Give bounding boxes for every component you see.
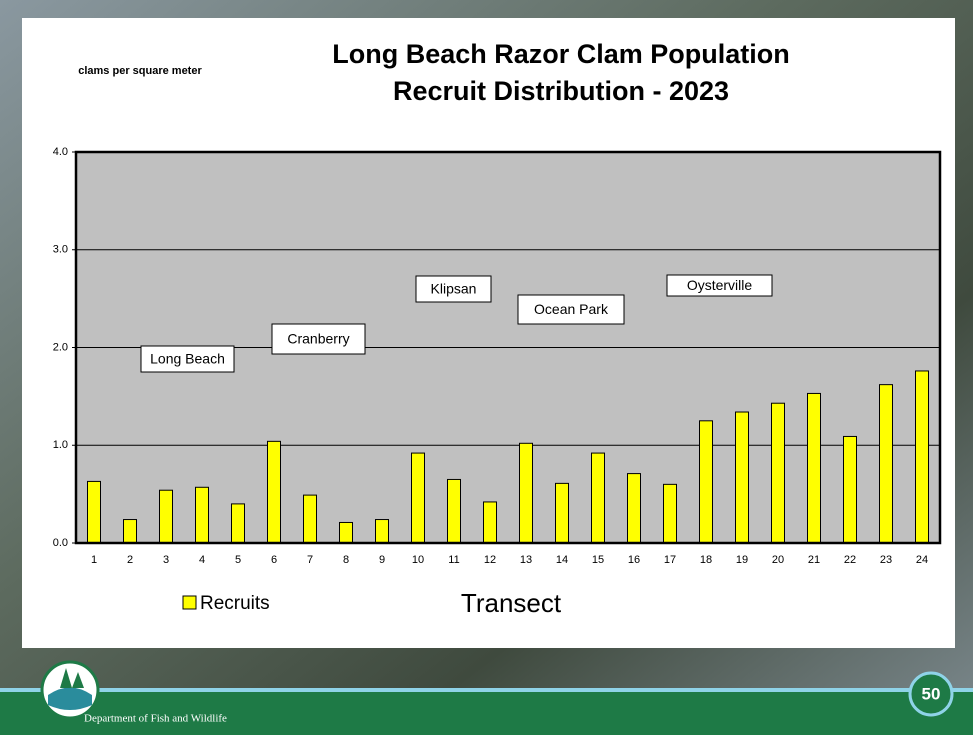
y-axis-title: clams per square meter — [78, 65, 202, 77]
x-axis-title: Transect — [461, 588, 562, 618]
x-tick-label: 16 — [628, 554, 640, 566]
x-tick-label: 22 — [844, 554, 856, 566]
x-tick-label: 7 — [307, 554, 313, 566]
bar — [231, 503, 245, 544]
x-tick-label: 17 — [664, 554, 676, 566]
bar — [519, 442, 533, 544]
annotation-box — [271, 323, 366, 355]
bar — [375, 519, 389, 544]
x-tick-label: 3 — [163, 554, 169, 566]
x-tick-label: 13 — [520, 554, 532, 566]
x-tick-label: 18 — [700, 554, 712, 566]
bar — [771, 402, 785, 544]
legend-swatch — [182, 595, 197, 610]
x-tick-label: 11 — [448, 554, 459, 566]
annotation-box — [415, 275, 492, 303]
annotation-box — [666, 274, 773, 297]
page-badge — [908, 671, 954, 717]
x-tick-label: 19 — [736, 554, 748, 566]
y-tick-label: 3.0 — [53, 244, 68, 256]
x-tick-label: 5 — [235, 554, 241, 566]
annotation-box — [517, 294, 625, 325]
chart-title: Long Beach Razor Clam Population — [332, 39, 790, 69]
bar — [591, 452, 605, 544]
y-tick-label: 4.0 — [53, 146, 68, 158]
bar — [447, 478, 461, 544]
bar — [627, 473, 641, 544]
x-tick-label: 1 — [91, 554, 97, 566]
x-tick-label: 15 — [592, 554, 604, 566]
x-tick-label: 8 — [343, 554, 349, 566]
x-tick-label: 6 — [271, 554, 277, 566]
x-tick-label: 23 — [880, 554, 892, 566]
x-tick-label: 10 — [412, 554, 424, 566]
bar — [555, 482, 569, 544]
chart-subtitle: Recruit Distribution - 2023 — [393, 76, 729, 106]
bar — [699, 420, 713, 544]
bar — [735, 411, 749, 544]
x-tick-label: 9 — [379, 554, 385, 566]
x-tick-label: 14 — [556, 554, 568, 566]
x-tick-label: 12 — [484, 554, 496, 566]
footer-text: Department of Fish and Wildlife — [84, 713, 227, 725]
annotation-box — [140, 345, 235, 373]
bar — [195, 486, 209, 544]
x-tick-label: 21 — [808, 554, 820, 566]
bar — [879, 384, 893, 544]
logo-trees — [60, 668, 84, 688]
bar — [339, 521, 353, 544]
bar — [915, 370, 929, 544]
annotation: Long Beach — [150, 351, 225, 367]
logo-wave — [48, 687, 92, 710]
bar — [267, 440, 281, 544]
y-tick-label: 0.0 — [53, 537, 68, 549]
bar — [483, 501, 497, 544]
bar — [87, 480, 101, 544]
footer-line — [0, 688, 973, 692]
bar — [159, 489, 173, 544]
bar — [411, 452, 425, 544]
footer-bar — [0, 692, 973, 735]
y-tick-label: 2.0 — [53, 341, 68, 353]
bar — [807, 392, 821, 544]
x-tick-label: 24 — [916, 554, 928, 566]
bar — [843, 435, 857, 544]
x-tick-label: 20 — [772, 554, 784, 566]
x-tick-label: 2 — [127, 554, 133, 566]
bar — [123, 519, 137, 544]
x-tick-label: 4 — [199, 554, 205, 566]
annotation: Klipsan — [431, 281, 477, 297]
page-number: 50 — [922, 684, 941, 703]
y-tick-label: 1.0 — [53, 439, 68, 451]
plot-border — [74, 150, 942, 545]
legend-label: Recruits — [200, 593, 270, 614]
annotation: Oysterville — [687, 277, 753, 293]
bar — [663, 483, 677, 544]
bar — [303, 494, 317, 544]
annotation: Cranberry — [287, 331, 349, 347]
annotation: Ocean Park — [534, 301, 609, 317]
